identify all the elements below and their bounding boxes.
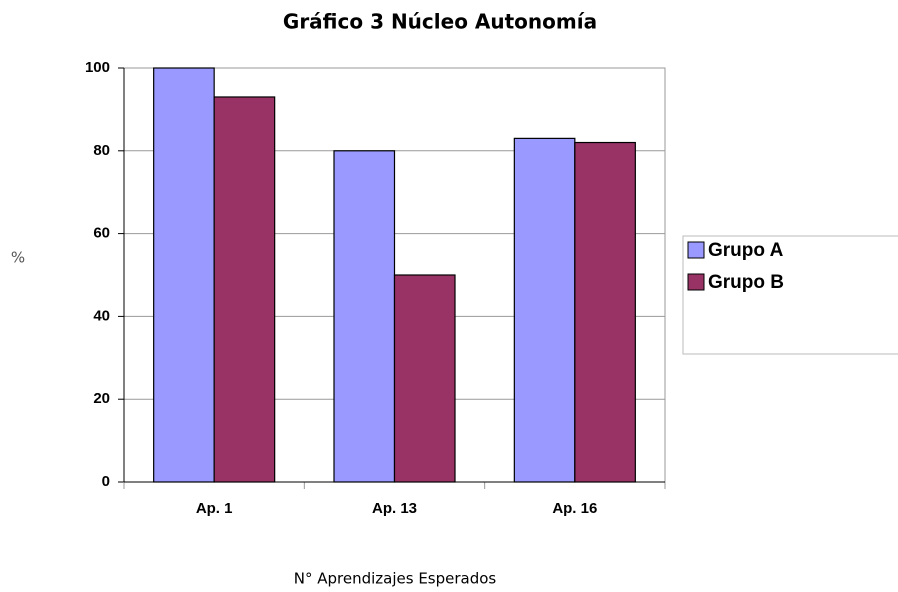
bar (513, 137, 576, 483)
y-tick-label: 0 (102, 473, 110, 490)
y-tick-label: 40 (93, 307, 110, 324)
x-axis-label: N° Aprendizajes Esperados (294, 570, 497, 588)
legend-label: Grupo B (708, 272, 784, 293)
y-tick-label: 60 (93, 225, 110, 242)
y-tick-label: 100 (85, 59, 110, 76)
y-tick-label: 80 (93, 142, 110, 159)
x-tick-label: Ap. 13 (372, 500, 417, 517)
y-axis-label: % (11, 249, 25, 267)
bar (213, 96, 276, 483)
y-tick-label: 20 (93, 390, 110, 407)
bar (153, 67, 215, 483)
legend-swatch (687, 241, 705, 259)
bar (574, 141, 636, 483)
chart-title: Gráfico 3 Núcleo Autonomía (283, 10, 597, 34)
x-tick-label: Ap. 16 (552, 500, 597, 517)
legend-label: Grupo A (708, 240, 784, 261)
bar (393, 274, 456, 483)
legend-box (682, 235, 898, 355)
bar (333, 150, 396, 483)
legend-swatch (687, 273, 705, 291)
x-tick-label: Ap. 1 (196, 500, 233, 517)
